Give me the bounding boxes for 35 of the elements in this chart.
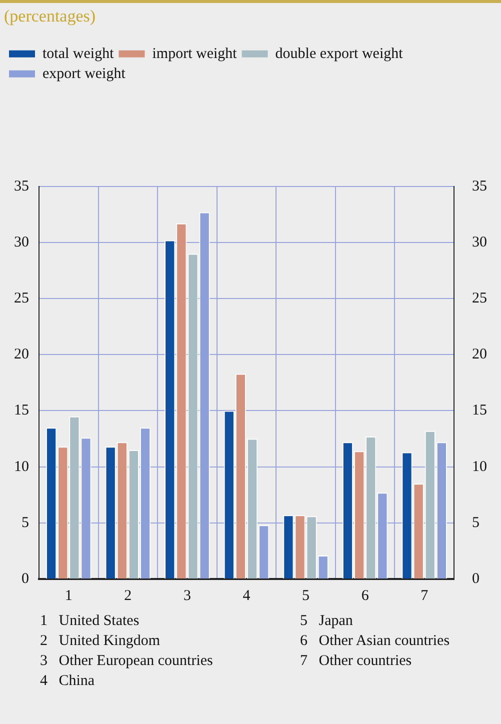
- x-tick-label: 2: [124, 588, 132, 604]
- y2-tick-label: 30: [472, 234, 487, 250]
- x-tick-label: 6: [361, 588, 370, 604]
- y-tick-label: 0: [22, 570, 29, 587]
- y2-tick-label: 0: [472, 570, 480, 587]
- y2-tick-label: 35: [472, 178, 487, 194]
- y-tick-label: 25: [14, 290, 29, 307]
- y2-tick-label: 15: [472, 402, 487, 419]
- y-tick-label: 5: [22, 514, 29, 531]
- x-tick-label: 3: [183, 588, 191, 604]
- text: 2 United Kingdom: [40, 633, 161, 651]
- x-tick-label: 4: [242, 588, 251, 604]
- text: 1 United States: [40, 613, 140, 631]
- text: 3 Other European countries: [40, 653, 214, 671]
- text: 6 Other Asian countries: [300, 633, 451, 651]
- text: 4 China: [40, 673, 96, 691]
- legend-label: import weight: [152, 46, 238, 62]
- y2-tick-label: 10: [472, 458, 487, 475]
- legend-label: double export weight: [275, 46, 404, 62]
- chart-title: (percentages): [4, 6, 96, 26]
- x-tick-label: 5: [302, 588, 310, 604]
- text: 5 Japan: [300, 613, 354, 631]
- legend-label: export weight: [42, 66, 126, 82]
- y-tick-label: 30: [14, 234, 29, 250]
- y-tick-label: 15: [14, 402, 29, 419]
- y2-tick-label: 25: [472, 290, 487, 307]
- legend-label: total weight: [42, 46, 115, 62]
- y-tick-label: 10: [14, 458, 29, 475]
- y-tick-label: 35: [14, 178, 29, 194]
- x-tick-label: 1: [64, 588, 72, 604]
- x-tick-label: 7: [420, 588, 429, 604]
- y2-tick-label: 20: [472, 346, 487, 363]
- y2-tick-label: 5: [472, 514, 480, 531]
- text: 7 Other countries: [300, 653, 413, 671]
- y-tick-label: 20: [14, 346, 29, 363]
